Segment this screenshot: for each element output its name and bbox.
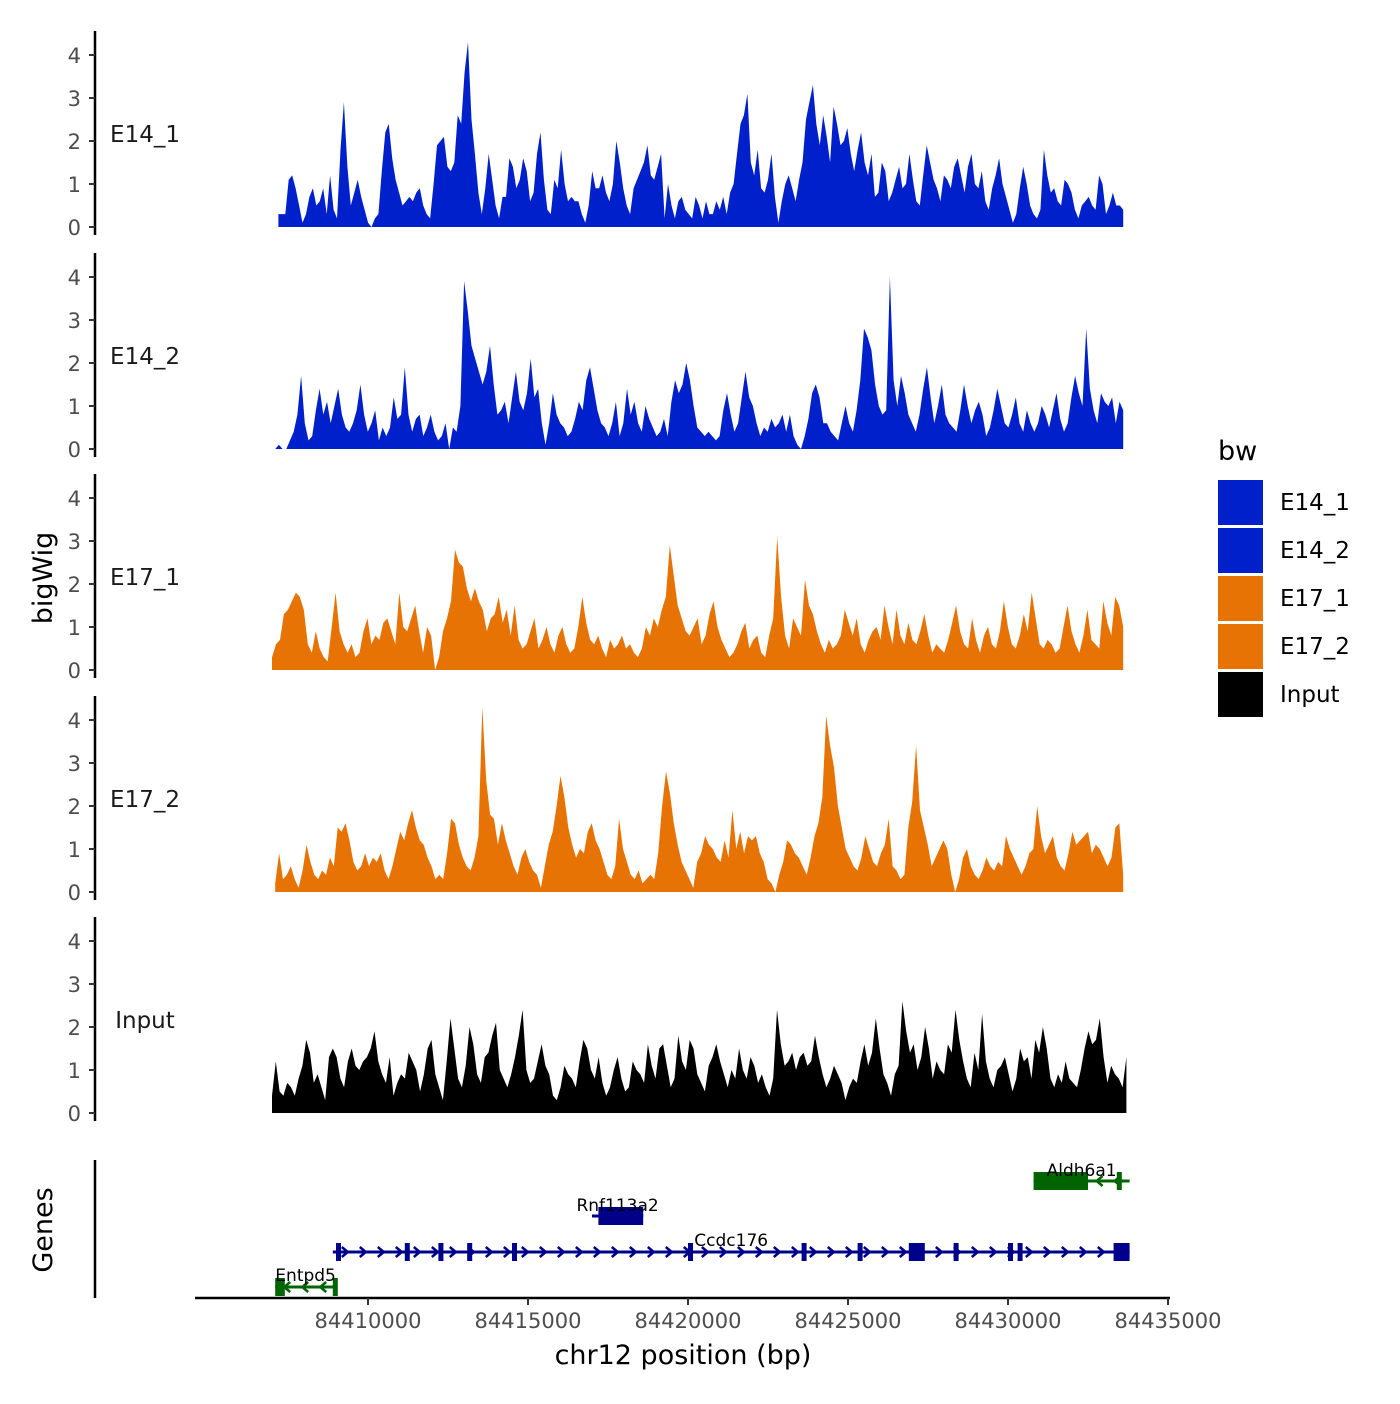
gene-label-Rnf113a2: Rnf113a2	[576, 1196, 658, 1216]
area-E14_2	[275, 277, 1123, 449]
y-axis-title: bigWig	[28, 532, 59, 625]
chart-figure: 0 1 2 3 4 E14_1 0 1 2 3 4 E14_2 0 1 2 3 4 E17_1 0 1 2 3 4 E17_2…	[0, 0, 1400, 1400]
panel-label-E17_1: E17_1	[110, 565, 180, 591]
legend-title: bw	[1218, 436, 1257, 467]
exon-Ccdc176-6	[688, 1243, 693, 1261]
panel-label-E17_2: E17_2	[110, 787, 180, 813]
gene-label-Aldh6a1: Aldh6a1	[1047, 1161, 1117, 1181]
gene-Aldh6a1: Aldh6a1	[1034, 1161, 1130, 1190]
legend-label-E14_1: E14_1	[1280, 490, 1350, 516]
chart-svg: 0 1 2 3 4 E14_1 0 1 2 3 4 E14_2 0 1 2 3 4 E17_1 0 1 2 3 4 E17_2…	[0, 0, 1400, 1400]
y-tick-label-E17_1-0: 0	[68, 659, 81, 683]
exon-Ccdc176-11	[1008, 1243, 1013, 1261]
y-tick-label-E17_2-4: 4	[68, 709, 81, 733]
y-tick-label-Input-3: 3	[68, 973, 81, 997]
legend-swatch-Input	[1218, 672, 1263, 717]
y-tick-label-E17_1-3: 3	[68, 530, 81, 554]
x-tick-label-84420000: 84420000	[635, 1309, 742, 1333]
track-panels: 0 1 2 3 4 E14_1 0 1 2 3 4 E14_2 0 1 2 3 4 E17_1 0 1 2 3 4 E17_2…	[68, 31, 1127, 1126]
exon-Ccdc176-7	[802, 1243, 807, 1261]
x-tick-label-84410000: 84410000	[315, 1309, 422, 1333]
y-tick-label-Input-1: 1	[68, 1059, 81, 1083]
legend-swatch-E14_2	[1218, 528, 1263, 573]
exon-Ccdc176-8	[858, 1243, 863, 1261]
x-tick-label-84425000: 84425000	[795, 1309, 902, 1333]
x-axis-title: chr12 position (bp)	[555, 1340, 812, 1371]
exon-Ccdc176-1	[336, 1243, 341, 1261]
y-tick-label-E17_2-2: 2	[68, 795, 81, 819]
x-axis: 84410000 84415000 84420000 84425000 84430000…	[195, 1298, 1221, 1333]
y-tick-label-E17_1-1: 1	[68, 616, 81, 640]
y-tick-label-E17_2-1: 1	[68, 838, 81, 862]
y-tick-label-Input-0: 0	[68, 1102, 81, 1126]
y-tick-label-Input-2: 2	[68, 1016, 81, 1040]
gene-Ccdc176: Ccdc176	[333, 1231, 1130, 1261]
track-E17_1: 0 1 2 3 4 E17_1	[68, 474, 1124, 683]
area-Input	[272, 1001, 1126, 1113]
gene-label-Entpd5: Entpd5	[275, 1266, 336, 1286]
y-tick-label-E14_1-3: 3	[68, 87, 81, 111]
y-tick-label-E14_1-2: 2	[68, 130, 81, 154]
y-tick-label-E14_1-0: 0	[68, 216, 81, 240]
exon-Ccdc176-3	[438, 1243, 443, 1261]
track-E14_1: 0 1 2 3 4 E14_1	[68, 31, 1124, 240]
panel-label-Input: Input	[115, 1008, 175, 1034]
y-tick-label-E14_1-4: 4	[68, 44, 81, 68]
exon-Ccdc176-5	[512, 1243, 517, 1261]
exon-Ccdc176-4	[467, 1243, 472, 1261]
legend-swatch-E17_2	[1218, 624, 1263, 669]
area-E17_1	[272, 537, 1123, 670]
y-tick-label-E14_2-2: 2	[68, 352, 81, 376]
legend-swatch-E17_1	[1218, 576, 1263, 621]
legend-label-E14_2: E14_2	[1280, 538, 1350, 564]
exon-Ccdc176-9	[909, 1243, 925, 1261]
legend-swatch-E14_1	[1218, 480, 1263, 525]
exon-Ccdc176-13	[1114, 1243, 1130, 1261]
x-tick-label-84435000: 84435000	[1115, 1309, 1222, 1333]
track-E14_2: 0 1 2 3 4 E14_2	[68, 253, 1124, 462]
y-tick-label-E17_2-0: 0	[68, 881, 81, 905]
gene-Rnf113a2: Rnf113a2	[576, 1196, 658, 1225]
y-tick-label-E14_2-3: 3	[68, 309, 81, 333]
area-E17_2	[275, 707, 1123, 892]
genes-axis-title: Genes	[28, 1187, 59, 1272]
x-tick-label-84430000: 84430000	[955, 1309, 1062, 1333]
y-tick-label-E14_1-1: 1	[68, 173, 81, 197]
y-tick-label-E17_2-3: 3	[68, 752, 81, 776]
area-E14_1	[278, 42, 1123, 227]
exon-Ccdc176-2	[405, 1243, 410, 1261]
track-Input: 0 1 2 3 4 Input	[68, 917, 1127, 1126]
legend-label-E17_2: E17_2	[1280, 634, 1350, 660]
y-tick-label-Input-4: 4	[68, 930, 81, 954]
y-tick-label-E14_2-4: 4	[68, 266, 81, 290]
y-tick-label-E17_1-2: 2	[68, 573, 81, 597]
genes-panel: Entpd5 Ccdc176 Rnf113a2 Aldh6a1	[95, 1160, 1130, 1298]
legend-label-Input: Input	[1280, 682, 1340, 708]
y-tick-label-E14_2-0: 0	[68, 438, 81, 462]
x-tick-label-84415000: 84415000	[475, 1309, 582, 1333]
panel-label-E14_2: E14_2	[110, 344, 180, 370]
exon-Ccdc176-12	[1018, 1243, 1023, 1261]
legend-label-E17_1: E17_1	[1280, 586, 1350, 612]
gene-label-Ccdc176: Ccdc176	[694, 1231, 768, 1251]
y-tick-label-E14_2-1: 1	[68, 395, 81, 419]
track-E17_2: 0 1 2 3 4 E17_2	[68, 696, 1124, 905]
y-tick-label-E17_1-4: 4	[68, 487, 81, 511]
panel-label-E14_1: E14_1	[110, 122, 180, 148]
exon-Aldh6a1-2	[1117, 1172, 1122, 1190]
legend: bw E14_1 E14_2 E17_1 E17_2 Input	[1218, 436, 1350, 717]
exon-Ccdc176-10	[954, 1243, 959, 1261]
gene-Entpd5: Entpd5	[275, 1266, 338, 1296]
